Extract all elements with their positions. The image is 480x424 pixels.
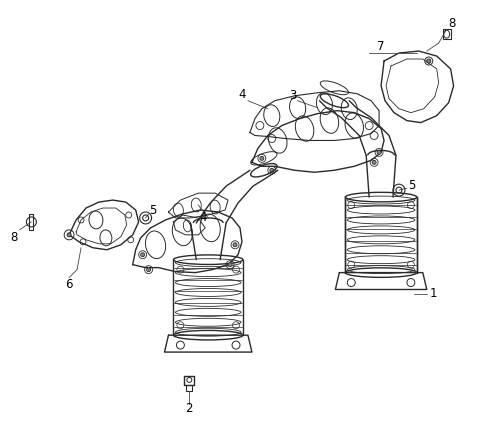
Circle shape [228, 262, 232, 267]
Text: 3: 3 [289, 89, 296, 102]
Text: 8: 8 [10, 232, 17, 244]
Circle shape [67, 233, 71, 237]
Circle shape [260, 156, 264, 160]
Text: 4: 4 [200, 212, 207, 224]
Circle shape [372, 160, 376, 165]
Circle shape [377, 151, 381, 154]
Circle shape [427, 59, 431, 63]
Circle shape [141, 253, 144, 257]
Text: 5: 5 [408, 179, 416, 192]
Circle shape [270, 168, 274, 172]
Circle shape [146, 268, 151, 272]
Text: 2: 2 [186, 402, 193, 415]
Text: 6: 6 [65, 278, 73, 291]
Text: 8: 8 [448, 17, 456, 30]
Text: 1: 1 [430, 287, 437, 300]
Text: 4: 4 [238, 88, 246, 101]
Circle shape [233, 243, 237, 247]
Text: 7: 7 [377, 39, 385, 53]
Text: 5: 5 [149, 204, 156, 217]
